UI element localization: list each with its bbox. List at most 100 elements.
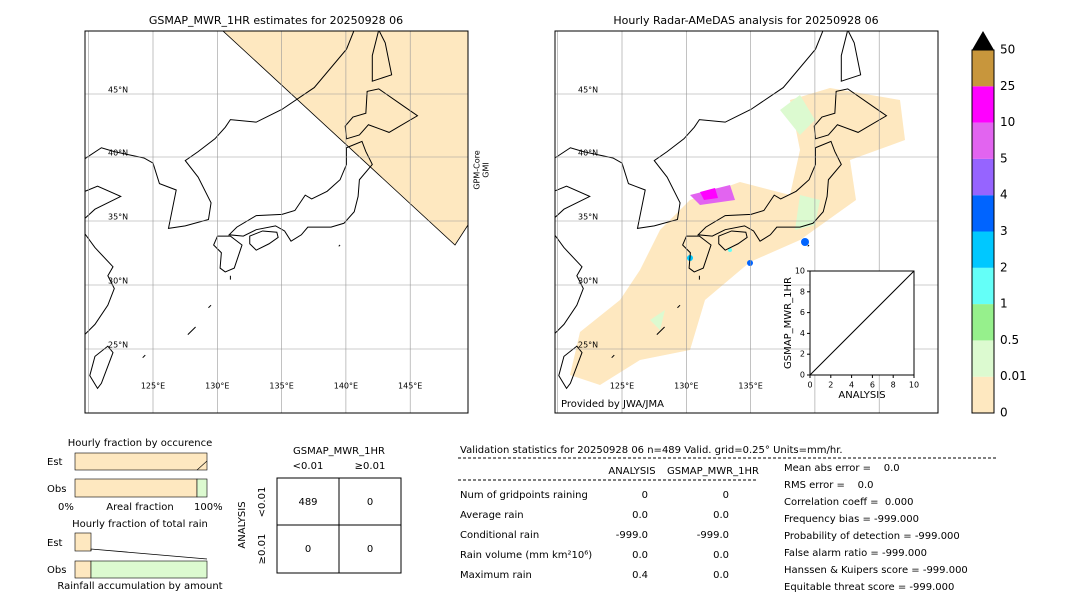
- row-value: 0.0: [632, 510, 648, 521]
- cell: 489: [298, 497, 317, 508]
- fraction-title: Hourly fraction of total rain: [72, 519, 208, 530]
- inset-ylabel: GSMAP_MWR_1HR: [783, 277, 794, 369]
- est-label: Est: [47, 457, 63, 468]
- lon-label: 125°E: [141, 382, 165, 391]
- colorbar-label: 0: [1000, 406, 1008, 420]
- axis-label: Rainfall accumulation by amount: [57, 581, 222, 592]
- x-tick-label: 4: [849, 381, 854, 390]
- y-tick-label: 8: [800, 287, 805, 296]
- table-title: GSMAP_MWR_1HR: [293, 446, 385, 457]
- obs-bar: [74, 560, 92, 579]
- row-value: 0.0: [713, 510, 729, 521]
- lon-label: 145°E: [398, 382, 422, 391]
- colorbar-label: 50: [1000, 43, 1015, 57]
- lat-label: 45°N: [578, 86, 598, 95]
- row-label: Conditional rain: [460, 530, 539, 541]
- est-bar: [74, 532, 92, 552]
- colorbar-frame: [971, 49, 995, 414]
- colorbar-band: [972, 86, 994, 123]
- right-map-frame: [554, 30, 939, 414]
- lat-label: 25°N: [578, 341, 598, 350]
- lat-label: 40°N: [108, 149, 128, 158]
- score: Correlation coeff = 0.000: [784, 497, 914, 508]
- obs-bar: [196, 478, 208, 498]
- lon-label: 130°E: [205, 382, 229, 391]
- row-label: Maximum rain: [460, 570, 532, 581]
- colorbar-label: 10: [1000, 115, 1015, 129]
- left-title: GSMAP_MWR_1HR estimates for 20250928 06: [149, 14, 403, 27]
- col-label: <0.01: [293, 461, 324, 472]
- row-label: Rain volume (mm km²10⁶): [460, 550, 592, 561]
- y-tick-label: 10: [795, 267, 805, 276]
- colorbar-label: 25: [1000, 79, 1015, 93]
- colorbar-band: [972, 376, 994, 413]
- colorbar-band: [972, 231, 994, 268]
- score: RMS error = 0.0: [784, 480, 874, 491]
- colorbar-band: [972, 340, 994, 377]
- x-tick-label: 6: [870, 381, 875, 390]
- left-map: [85, 31, 468, 413]
- y-tick-label: 0: [800, 371, 805, 380]
- colorbar-band: [972, 304, 994, 341]
- lat-label: 30°N: [108, 277, 128, 286]
- lon-label: 130°E: [674, 382, 698, 391]
- inset-xlabel: ANALYSIS: [838, 390, 885, 401]
- score: Probability of detection = -999.000: [784, 531, 960, 542]
- row-value: 0: [723, 490, 729, 501]
- colorbar-label: 4: [1000, 188, 1008, 202]
- colorbar-label: 1: [1000, 297, 1008, 311]
- score: False alarm ratio = -999.000: [784, 548, 927, 559]
- x-tick-label: 2: [828, 381, 833, 390]
- right-title: Hourly Radar-AMeDAS analysis for 2025092…: [613, 14, 878, 27]
- score: Frequency bias = -999.000: [784, 514, 919, 525]
- cell: 0: [367, 497, 373, 508]
- colorbar-label: 0.01: [1000, 369, 1027, 383]
- cell: 0: [305, 544, 311, 555]
- axis-end: 100%: [194, 502, 223, 513]
- lat-label: 35°N: [108, 213, 128, 222]
- est-edge: [90, 548, 208, 560]
- row-label: Num of gridpoints raining: [460, 490, 588, 501]
- x-tick-label: 0: [807, 381, 812, 390]
- lon-label: 135°E: [269, 382, 293, 391]
- lat-label: 25°N: [108, 341, 128, 350]
- row-value: 0: [642, 490, 648, 501]
- lat-label: 45°N: [108, 86, 128, 95]
- lon-label: 140°E: [334, 382, 358, 391]
- est-bar: [74, 452, 208, 471]
- col-label: ≥0.01: [355, 461, 386, 472]
- lat-label: 40°N: [578, 149, 598, 158]
- diagonal: [809, 270, 915, 376]
- lat-label: 35°N: [578, 213, 598, 222]
- colorbar-label: 3: [1000, 224, 1008, 238]
- side-label: ANALYSIS: [237, 501, 248, 548]
- col-header: ANALYSIS: [608, 466, 655, 477]
- axis-start: 0%: [58, 502, 74, 513]
- colorbar-label: 0.5: [1000, 333, 1019, 347]
- row-value: -999.0: [616, 530, 648, 541]
- score: Hanssen & Kuipers score = -999.000: [784, 565, 968, 576]
- cell: 0: [367, 544, 373, 555]
- colorbar-extend: [972, 31, 994, 50]
- y-tick-label: 6: [800, 308, 805, 317]
- lon-label: 125°E: [610, 382, 634, 391]
- credit: Provided by JWA/JMA: [561, 399, 664, 410]
- validation-title: Validation statistics for 20250928 06 n=…: [460, 445, 843, 456]
- row-value: 0.0: [632, 550, 648, 561]
- x-tick-label: 10: [909, 381, 919, 390]
- row-label: Average rain: [460, 510, 524, 521]
- colorbar-band: [972, 195, 994, 232]
- lon-label: 135°E: [738, 382, 762, 391]
- x-tick-label: 8: [891, 381, 896, 390]
- obs-label: Obs: [47, 484, 66, 495]
- sensor-label: GPM-Core: [473, 150, 482, 189]
- row-value: -999.0: [697, 530, 729, 541]
- colorbar-label: 5: [1000, 151, 1008, 165]
- y-tick-label: 4: [800, 329, 805, 338]
- axis-label: Areal fraction: [106, 502, 173, 513]
- score: Mean abs error = 0.0: [784, 463, 900, 474]
- lat-label: 30°N: [578, 277, 598, 286]
- right-map: [555, 31, 938, 413]
